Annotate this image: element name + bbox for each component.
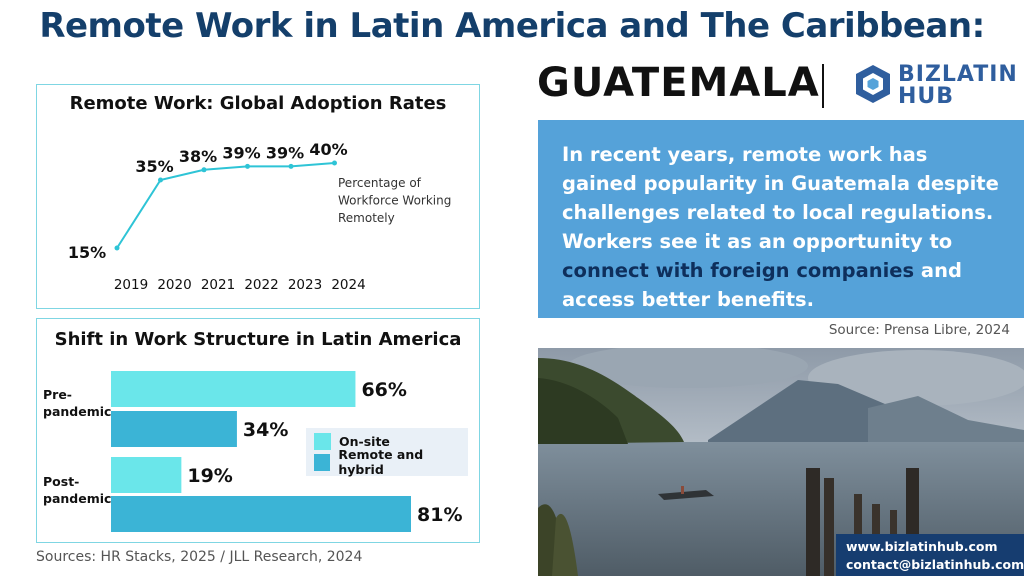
adoption-annotation-line: Percentage of bbox=[338, 176, 422, 190]
adoption-tick-2020: 2020 bbox=[157, 277, 191, 293]
work-structure-bar-chart: Pre-pandemic 66% 34% Post-pandemic 19% 81% bbox=[43, 371, 462, 532]
adoption-tick-2023: 2023 bbox=[288, 277, 322, 293]
bar-value-label-pre-pandemic-remote: 34% bbox=[243, 419, 288, 441]
adoption-tick-2022: 2022 bbox=[244, 277, 278, 293]
bar-pre-pandemic-onsite bbox=[111, 371, 356, 407]
bar-value-label-post-pandemic-remote: 81% bbox=[417, 504, 462, 526]
adoption-point-2022 bbox=[245, 163, 250, 169]
legend-swatch-remote bbox=[314, 453, 331, 471]
adoption-value-label-2024: 40% bbox=[309, 140, 347, 159]
info-box: In recent years, remote work has gained … bbox=[538, 120, 1024, 318]
legend-label-remote: Remote and hybrid bbox=[338, 447, 424, 477]
adoption-point-2019 bbox=[114, 245, 120, 251]
bizlatinhub-logo: BIZLATIN HUB bbox=[854, 62, 1017, 110]
header-divider bbox=[822, 64, 824, 108]
adoption-value-label-2020: 35% bbox=[135, 157, 173, 176]
bar-group-label-post-pandemic: Post- bbox=[43, 474, 79, 489]
chart-sources: Sources: HR Stacks, 2025 / JLL Research,… bbox=[36, 549, 363, 565]
info-text-part1: In recent years, remote work has gained … bbox=[562, 143, 999, 253]
bar-group-label-post-pandemic: pandemic bbox=[43, 491, 111, 506]
bar-post-pandemic-onsite bbox=[111, 457, 182, 493]
legend-item-remote: Remote and hybrid bbox=[314, 447, 468, 477]
adoption-annotation-line: Remotely bbox=[338, 211, 395, 225]
adoption-value-label-2022: 39% bbox=[222, 143, 260, 162]
adoption-tick-2021: 2021 bbox=[201, 277, 235, 293]
logo-text-bizlatin: BIZLATIN bbox=[898, 62, 1018, 87]
adoption-value-label-2021: 38% bbox=[179, 147, 217, 166]
bar-group-label-pre-pandemic: pandemic bbox=[43, 404, 111, 419]
work-structure-title: Shift in Work Structure in Latin America bbox=[54, 329, 462, 350]
bar-post-pandemic-remote bbox=[111, 496, 411, 532]
adoption-point-2021 bbox=[201, 167, 207, 173]
adoption-series-line bbox=[116, 162, 335, 249]
main-title: Remote Work in Latin America and The Car… bbox=[39, 6, 985, 46]
legend-swatch-onsite bbox=[314, 432, 331, 450]
country-title: GUATEMALA bbox=[537, 60, 820, 106]
legend-item-onsite: On-site bbox=[314, 432, 390, 450]
adoption-tick-2019: 2019 bbox=[114, 277, 148, 293]
adoption-value-label-2023: 39% bbox=[266, 143, 304, 162]
website-link[interactable]: www.bizlatinhub.com bbox=[846, 539, 998, 554]
logo-mark-icon bbox=[856, 65, 890, 103]
adoption-point-2024 bbox=[332, 160, 337, 166]
adoption-chart-panel: Remote Work: Global Adoption Rates 15% 20… bbox=[36, 84, 480, 309]
logo-text-hub: HUB bbox=[898, 84, 955, 109]
adoption-point-2020 bbox=[158, 177, 163, 183]
adoption-value-label-2019: 15% bbox=[68, 243, 106, 262]
bar-value-label-pre-pandemic-onsite: 66% bbox=[361, 379, 406, 401]
contact-box: www.bizlatinhub.com contact@bizlatinhub.… bbox=[836, 534, 1024, 576]
adoption-chart-title: Remote Work: Global Adoption Rates bbox=[69, 93, 447, 114]
adoption-annotation-line: Workforce Working bbox=[338, 194, 451, 208]
bar-pre-pandemic-remote bbox=[111, 411, 237, 447]
info-text-highlight: connect with foreign companies bbox=[562, 259, 915, 282]
info-text-part2: and access better benefits. bbox=[562, 259, 962, 311]
info-text: In recent years, remote work has gained … bbox=[562, 140, 1008, 314]
bar-value-label-post-pandemic-onsite: 19% bbox=[187, 465, 232, 487]
bar-group-label-pre-pandemic: Pre- bbox=[43, 387, 72, 402]
adoption-line-chart: 15% 2019 35% 2020 38% 2021 39% 2022 39% 2023 40% 20… bbox=[68, 140, 452, 293]
info-source: Source: Prensa Libre, 2024 bbox=[828, 322, 1010, 338]
bar-chart-legend: On-site Remote and hybrid bbox=[306, 428, 468, 477]
adoption-point-2023 bbox=[288, 163, 294, 169]
legend-label-onsite: On-site bbox=[339, 433, 390, 449]
adoption-tick-2024: 2024 bbox=[331, 277, 365, 293]
email-link[interactable]: contact@bizlatinhub.com bbox=[846, 557, 1024, 572]
